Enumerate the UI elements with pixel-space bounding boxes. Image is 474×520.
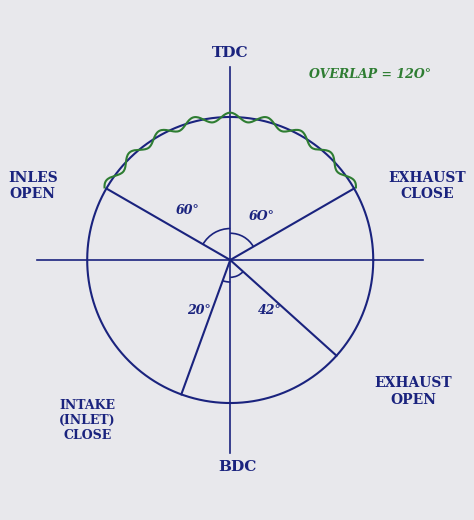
Text: TDC: TDC [212,46,248,60]
Text: BDC: BDC [218,460,256,474]
Text: OVERLAP = 12O°: OVERLAP = 12O° [309,68,431,81]
Text: 6O°: 6O° [249,210,274,223]
Text: 20°: 20° [187,304,210,317]
Text: EXHAUST
CLOSE: EXHAUST CLOSE [389,171,466,201]
Text: INTAKE
(INLET)
CLOSE: INTAKE (INLET) CLOSE [59,399,116,441]
Text: 42°: 42° [258,304,282,317]
Text: INLES
OPEN: INLES OPEN [8,171,58,201]
Text: 60°: 60° [175,204,199,217]
Text: EXHAUST
OPEN: EXHAUST OPEN [374,376,452,407]
